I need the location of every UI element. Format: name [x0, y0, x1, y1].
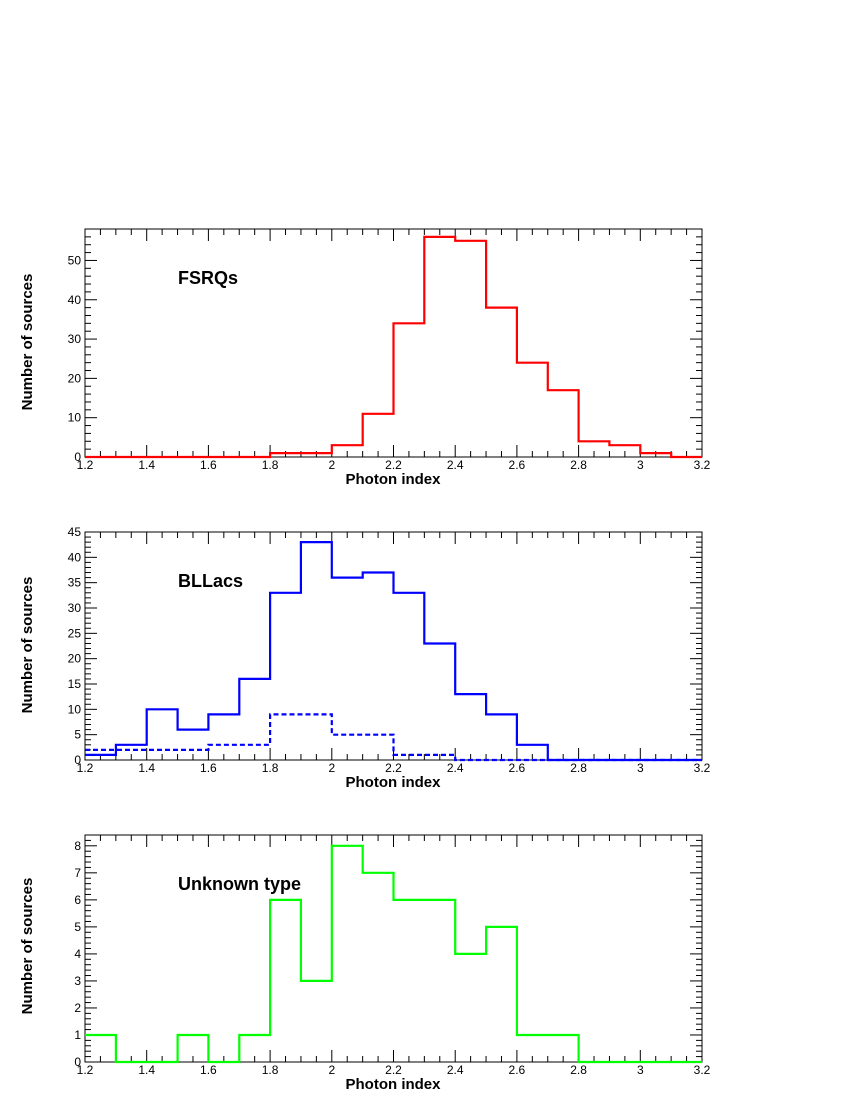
- fsrqs-y-tick-label: 50: [68, 253, 82, 267]
- bllacs-x-tick-label: 2: [328, 761, 335, 775]
- bllacs-x-tick-label: 1.4: [138, 761, 155, 775]
- panel-bllacs: 1.2 1.4 1.6 1.8 2 2.2 2.4 2.6 2.8 3 3.2 0 5 10 15 20 25 3…: [19, 525, 711, 791]
- fsrqs-y-tick-label: 0: [74, 450, 81, 464]
- fsrqs-x-tick-label: 1.4: [138, 458, 155, 472]
- unknown-y-axis-title: Number of sources: [19, 878, 36, 1015]
- fsrqs-panel-label: FSRQs: [178, 268, 238, 288]
- fsrqs-x-tick-label: 2: [328, 458, 335, 472]
- fsrqs-axes: 1.2 1.4 1.6 1.8 2 2.2 2.4 2.6 2.8 3 3.2 0 10 20 30 40 50: [68, 228, 711, 472]
- unknown-x-tick-label: 2.2: [385, 1063, 402, 1077]
- unknown-x-tick-label: 1.8: [262, 1063, 279, 1077]
- bllacs-x-tick-label: 3.2: [694, 761, 711, 775]
- bllacs-x-tick-label: 1.8: [262, 761, 279, 775]
- bllacs-y-tick-label: 30: [68, 601, 82, 615]
- fsrqs-x-tick-label: 2.8: [570, 458, 587, 472]
- unknown-x-tick-label: 1.6: [200, 1063, 217, 1077]
- fsrqs-x-tick-label: 1.2: [77, 458, 94, 472]
- unknown-y-tick-label: 4: [74, 947, 81, 961]
- fsrqs-x-tick-label: 1.8: [262, 458, 279, 472]
- unknown-x-tick-label: 2.8: [570, 1063, 587, 1077]
- bllacs-y-tick-label: 20: [68, 652, 82, 666]
- bllacs-x-tick-label: 3: [637, 761, 644, 775]
- bllacs-x-tick-label: 2.4: [447, 761, 464, 775]
- unknown-y-tick-label: 6: [74, 893, 81, 907]
- fsrqs-y-tick-label: 20: [68, 371, 82, 385]
- unknown-y-tick-label: 0: [74, 1055, 81, 1069]
- unknown-y-tick-label: 8: [74, 839, 81, 853]
- unknown-x-tick-label: 2.4: [447, 1063, 464, 1077]
- unknown-x-tick-label: 2.6: [509, 1063, 526, 1077]
- bllacs-x-tick-label: 2.2: [385, 761, 402, 775]
- bllacs-axes: 1.2 1.4 1.6 1.8 2 2.2 2.4 2.6 2.8 3 3.2 0 5 10 15 20 25 3…: [68, 525, 711, 775]
- bllacs-y-tick-label: 15: [68, 677, 82, 691]
- unknown-x-tick-label: 3: [637, 1063, 644, 1077]
- fsrqs-x-tick-label: 2.4: [447, 458, 464, 472]
- fsrqs-x-tick-label: 3: [637, 458, 644, 472]
- bllacs-x-tick-label: 1.2: [77, 761, 94, 775]
- bllacs-x-axis-title: Photon index: [346, 774, 442, 791]
- unknown-y-tick-label: 3: [74, 974, 81, 988]
- unknown-x-axis-title: Photon index: [346, 1076, 442, 1093]
- bllacs-x-tick-label: 2.6: [509, 761, 526, 775]
- unknown-y-tick-label: 5: [74, 920, 81, 934]
- bllacs-y-axis-title: Number of sources: [19, 577, 36, 714]
- bllacs-x-tick-label: 1.6: [200, 761, 217, 775]
- unknown-y-tick-label: 1: [74, 1028, 81, 1042]
- bllacs-y-tick-label: 45: [68, 525, 82, 539]
- unknown-y-tick-label: 7: [74, 866, 81, 880]
- bllacs-y-tick-label: 35: [68, 576, 82, 590]
- unknown-series-solid: [85, 844, 702, 1064]
- fsrqs-x-tick-label: 2.2: [385, 458, 402, 472]
- unknown-x-tick-label: 1.4: [138, 1063, 155, 1077]
- fsrqs-y-tick-label: 30: [68, 332, 82, 346]
- unknown-panel-label: Unknown type: [178, 874, 301, 894]
- fsrqs-y-axis-title: Number of sources: [19, 274, 36, 411]
- fsrqs-y-tick-label: 10: [68, 411, 82, 425]
- bllacs-series-solid: [85, 541, 702, 762]
- unknown-x-tick-label: 1.2: [77, 1063, 94, 1077]
- panel-fsrqs: 1.2 1.4 1.6 1.8 2 2.2 2.4 2.6 2.8 3 3.2 0 10 20 30 40 50…: [19, 228, 711, 488]
- bllacs-y-tick-label: 0: [74, 753, 81, 767]
- unknown-plot-frame: [84, 834, 703, 1063]
- unknown-y-tick-label: 2: [74, 1001, 81, 1015]
- bllacs-y-tick-label: 40: [68, 550, 82, 564]
- fsrqs-series-solid: [85, 235, 702, 459]
- bllacs-x-tick-label: 2.8: [570, 761, 587, 775]
- fsrqs-x-axis-title: Photon index: [346, 471, 442, 488]
- fsrqs-x-tick-label: 2.6: [509, 458, 526, 472]
- bllacs-y-tick-label: 25: [68, 626, 82, 640]
- bllacs-y-tick-label: 5: [74, 728, 81, 742]
- fsrqs-x-tick-label: 1.6: [200, 458, 217, 472]
- bllacs-y-tick-label: 10: [68, 702, 82, 716]
- unknown-x-tick-label: 3.2: [694, 1063, 711, 1077]
- bllacs-series-dashed: [85, 713, 702, 762]
- unknown-x-tick-label: 2: [328, 1063, 335, 1077]
- panel-unknown: 1.2 1.4 1.6 1.8 2 2.2 2.4 2.6 2.8 3 3.2 0 1 2 3 4 5 6 7 8 U…: [19, 834, 711, 1093]
- bllacs-panel-label: BLLacs: [178, 571, 243, 591]
- unknown-axes: 1.2 1.4 1.6 1.8 2 2.2 2.4 2.6 2.8 3 3.2 0 1 2 3 4 5 6 7 8: [74, 834, 711, 1077]
- fsrqs-x-tick-label: 3.2: [694, 458, 711, 472]
- fsrqs-y-tick-label: 40: [68, 293, 82, 307]
